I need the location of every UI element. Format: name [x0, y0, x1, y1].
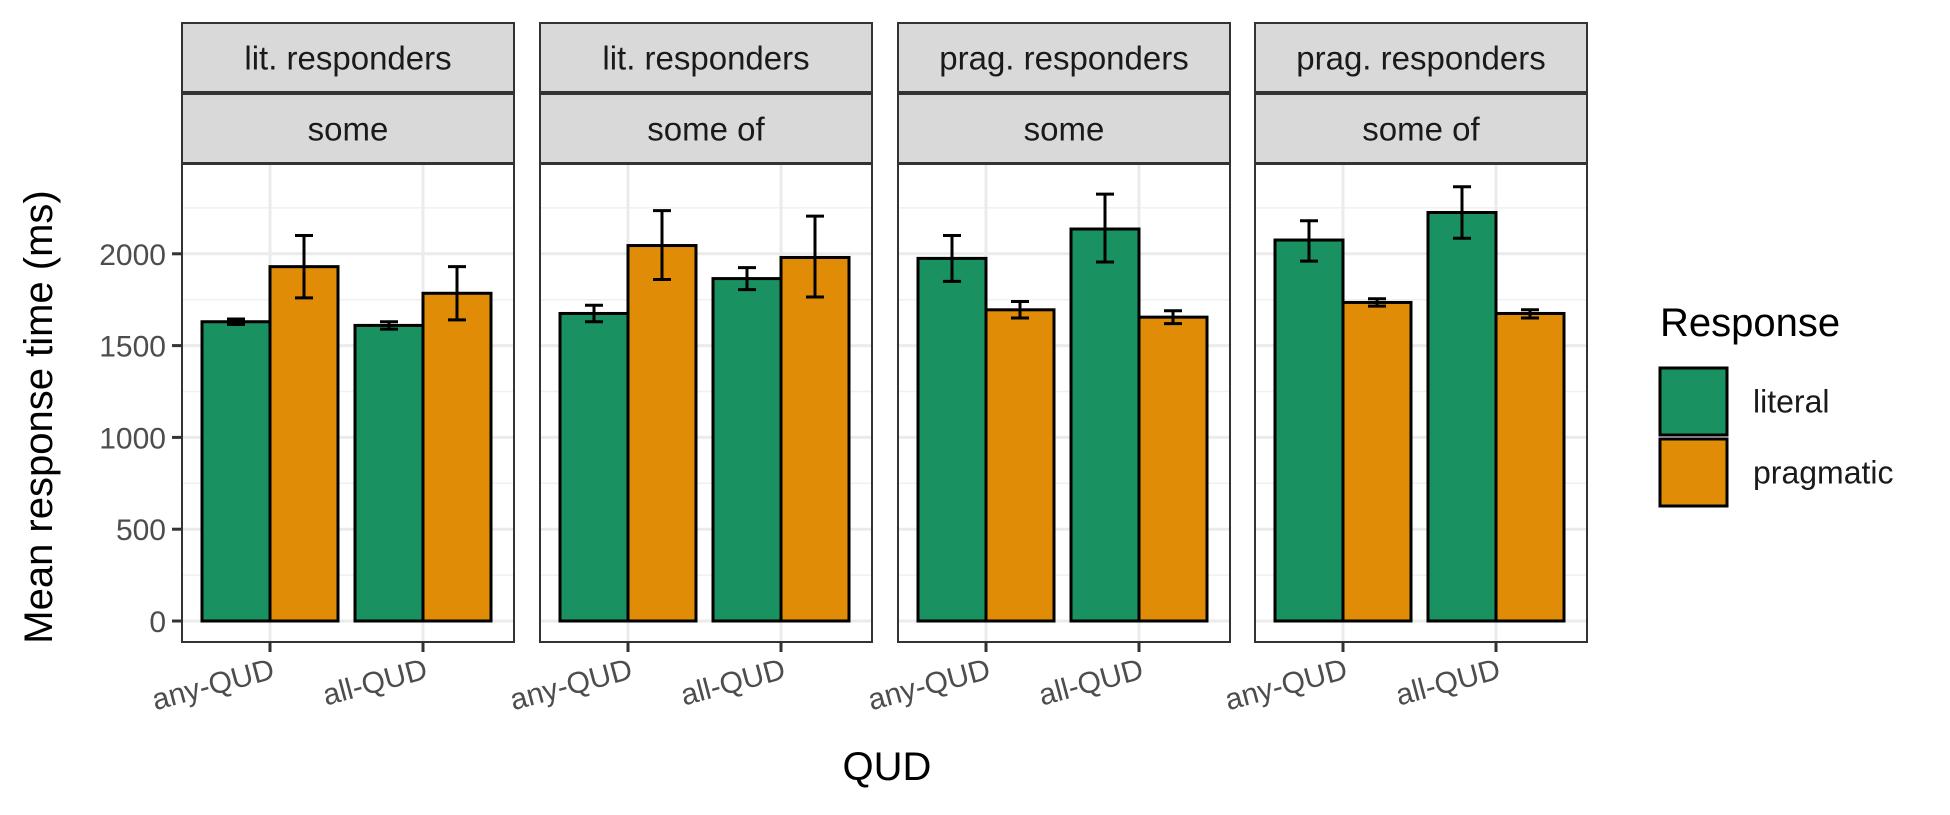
facet-strip-bottom [1254, 93, 1588, 164]
facet-strip-bottom [897, 93, 1231, 164]
bar-literal-any-QUD [558, 311, 630, 623]
facet-strip-top [1254, 22, 1588, 93]
facet-panel-4: prag. responders some of any-QUD all-QUD [1221, 22, 1588, 717]
bar-literal-any-QUD [916, 256, 988, 623]
axis-layer: Mean response time (ms) QUD [17, 190, 931, 789]
facet-strip-top-label: prag. responders [1296, 40, 1545, 77]
facet-strip-top [181, 22, 515, 93]
bar-pragmatic-any-QUD [268, 265, 340, 623]
facet-panel-1: lit. responders some any-QUD all-QUD 0 500 100… [99, 22, 515, 717]
y-tick-label: 0 [149, 606, 166, 639]
error-bar-literal-any-QUD [943, 233, 961, 283]
error-bar-literal-any-QUD [227, 317, 245, 326]
facet-strip-bottom-label: some [1024, 111, 1105, 148]
error-bar-pragmatic-all-QUD [448, 265, 466, 322]
x-tick-label: any-QUD [506, 653, 635, 717]
bar-pragmatic-any-QUD [626, 244, 698, 623]
x-tick-label: all-QUD [319, 653, 431, 712]
legend-label-pragmatic: pragmatic [1753, 455, 1894, 491]
panel-border [897, 163, 1231, 643]
error-bar-pragmatic-all-QUD [1164, 309, 1182, 326]
legend-key-literal [1658, 366, 1729, 437]
bar-pragmatic-any-QUD [984, 308, 1056, 623]
error-bar-pragmatic-any-QUD [653, 209, 671, 282]
y-tick-label: 2000 [99, 239, 166, 272]
error-bar-literal-all-QUD [738, 266, 756, 292]
error-bar-pragmatic-all-QUD [1521, 308, 1539, 320]
legend-title: Response [1660, 301, 1840, 345]
bar-literal-any-QUD [1273, 238, 1345, 623]
facet-strip-top-label: prag. responders [939, 40, 1188, 77]
legend: Response literal pragmatic [1658, 301, 1894, 508]
panel-border [181, 163, 515, 643]
x-tick-label: all-QUD [1035, 653, 1147, 712]
bar-pragmatic-all-QUD [779, 255, 851, 623]
bar-literal-all-QUD [1426, 210, 1498, 623]
facet-strip-bottom [181, 93, 515, 164]
legend-label-literal: literal [1753, 384, 1829, 420]
x-tick-label: any-QUD [864, 653, 993, 717]
y-tick-label: 1000 [99, 422, 166, 455]
legend-key-pragmatic [1658, 437, 1729, 508]
error-bar-pragmatic-any-QUD [295, 233, 313, 300]
error-bar-literal-all-QUD [1453, 185, 1471, 240]
facet-strip-bottom-label: some [308, 111, 389, 148]
facets-layer: lit. responders some any-QUD all-QUD 0 500 100… [99, 22, 1588, 717]
x-tick-label: any-QUD [148, 653, 277, 717]
bar-pragmatic-all-QUD [1494, 311, 1566, 623]
error-bar-literal-all-QUD [1096, 192, 1114, 264]
bar-literal-all-QUD [353, 323, 425, 623]
error-bar-literal-any-QUD [1300, 219, 1318, 263]
bar-pragmatic-all-QUD [421, 291, 493, 623]
bar-literal-any-QUD [200, 320, 272, 623]
y-axis-title: Mean response time (ms) [17, 190, 61, 643]
y-tick-label: 500 [116, 514, 166, 547]
facet-panel-3: prag. responders some any-QUD all-QUD [864, 22, 1231, 717]
error-bar-pragmatic-all-QUD [806, 214, 824, 299]
x-tick-label: all-QUD [1392, 653, 1504, 712]
bar-pragmatic-all-QUD [1137, 315, 1209, 623]
legend-entry-literal: literal [1658, 366, 1829, 437]
error-bar-pragmatic-any-QUD [1011, 300, 1029, 320]
error-bar-literal-all-QUD [380, 320, 398, 331]
x-axis-title: QUD [843, 745, 932, 789]
facet-panel-2: lit. responders some of any-QUD all-QUD [506, 22, 873, 717]
facet-strip-top-label: lit. responders [244, 40, 451, 77]
legend-entry-pragmatic: pragmatic [1658, 437, 1894, 508]
bar-literal-all-QUD [1069, 227, 1141, 623]
facet-strip-bottom [539, 93, 873, 164]
facet-strip-top [539, 22, 873, 93]
panel-border [539, 163, 873, 643]
panel-border [1254, 163, 1588, 643]
x-tick-label: any-QUD [1221, 653, 1350, 717]
bar-literal-all-QUD [711, 277, 783, 623]
error-bar-pragmatic-any-QUD [1368, 297, 1386, 308]
facet-strip-bottom-label: some of [1362, 111, 1480, 148]
error-bar-literal-any-QUD [585, 303, 603, 324]
facet-strip-top-label: lit. responders [602, 40, 809, 77]
x-tick-label: all-QUD [677, 653, 789, 712]
y-tick-label: 1500 [99, 331, 166, 364]
bar-pragmatic-any-QUD [1341, 300, 1413, 623]
facet-strip-top [897, 22, 1231, 93]
facet-strip-bottom-label: some of [647, 111, 765, 148]
